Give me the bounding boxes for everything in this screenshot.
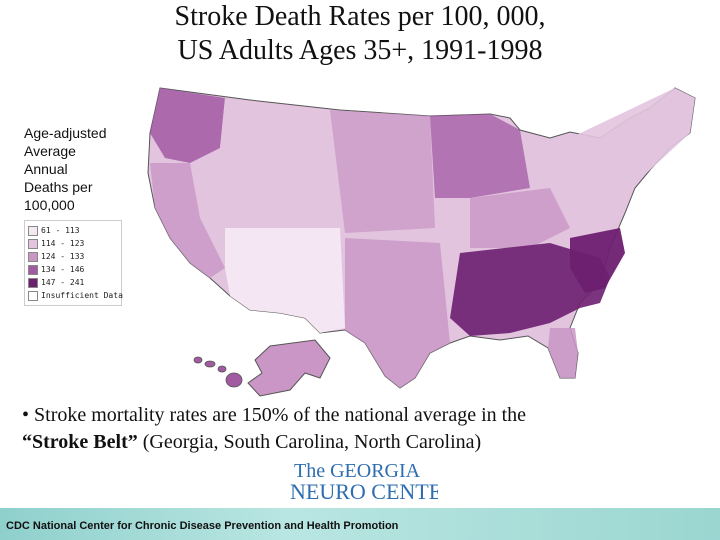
- legend-item: 61 - 113: [28, 225, 80, 236]
- footer-bar: [0, 508, 720, 540]
- legend-swatch: [28, 290, 38, 301]
- bullet-point: • Stroke mortality rates are 150% of the…: [22, 402, 702, 456]
- footer-credit: CDC National Center for Chronic Disease …: [6, 520, 399, 532]
- map-svg: [147, 87, 696, 397]
- florida-region: [548, 328, 578, 378]
- legend-box: 61 - 113 114 - 123 124 - 133 134 - 146 1…: [24, 220, 123, 306]
- svg-text:NEURO CENTER: NEURO CENTER: [290, 479, 438, 504]
- bullet-marker: •: [22, 404, 30, 426]
- legend-item: 124 - 133: [28, 251, 84, 262]
- legend-swatch: [28, 277, 38, 288]
- legend-label: 147 - 241: [41, 278, 85, 287]
- title-line-2: US Adults Ages 35+, 1991-1998: [177, 35, 543, 66]
- legend-swatch: [28, 264, 38, 275]
- west-coast-region: [150, 163, 225, 278]
- legend-item: Insufficient Data: [28, 290, 123, 301]
- legend-title-line: Age-adjusted: [24, 125, 107, 141]
- midwest-region: [470, 188, 570, 248]
- legend-title-line: 100,000: [24, 197, 75, 213]
- legend-label: 61 - 113: [41, 226, 80, 235]
- legend-swatch: [28, 251, 38, 262]
- georgia-neuro-center-logo: The GEORGIA NEURO CENTER The Medical Cen…: [288, 455, 457, 519]
- carolinas-region: [570, 228, 625, 293]
- legend-label: 134 - 146: [41, 265, 85, 274]
- legend-label: Insufficient Data: [41, 291, 123, 300]
- hawaii-shapes: [193, 356, 243, 388]
- legend-swatch: [28, 225, 38, 236]
- legend-title-line: Average: [24, 143, 76, 159]
- southwest-region: [225, 228, 345, 333]
- northwest-region: [150, 88, 225, 163]
- northeast-region: [570, 88, 695, 188]
- logo-svg: The GEORGIA NEURO CENTER The Medical Cen…: [290, 460, 457, 518]
- svg-text:The GEORGIA: The GEORGIA: [294, 460, 421, 482]
- title-line-1: Stroke Death Rates per 100, 000,: [174, 1, 546, 32]
- mountain-region: [220, 98, 330, 228]
- us-choropleth-map: [130, 78, 720, 413]
- stroke-belt-label: “Stroke Belt”: [22, 431, 138, 453]
- legend-title-line: Annual: [24, 161, 68, 177]
- upper-midwest-region: [430, 114, 530, 198]
- legend-label: 124 - 133: [41, 252, 85, 261]
- slide-title: Stroke Death Rates per 100, 000, US Adul…: [0, 0, 720, 68]
- legend-item: 134 - 146: [28, 264, 84, 275]
- legend-item: 147 - 241: [28, 277, 84, 288]
- alaska-shape: [247, 339, 331, 397]
- legend-label: 114 - 123: [41, 239, 85, 248]
- legend-swatch: [28, 238, 38, 249]
- bullet-text-states: (Georgia, South Carolina, North Carolina…: [137, 431, 482, 453]
- bullet-text-intro: Stroke mortality rates are 150% of the n…: [34, 404, 527, 426]
- texas-region: [345, 238, 450, 388]
- legend-title: Age-adjusted Average Annual Deaths per 1…: [24, 124, 134, 214]
- legend-title-line: Deaths per: [24, 179, 93, 195]
- plains-region: [330, 110, 435, 233]
- legend-item: 114 - 123: [28, 238, 84, 249]
